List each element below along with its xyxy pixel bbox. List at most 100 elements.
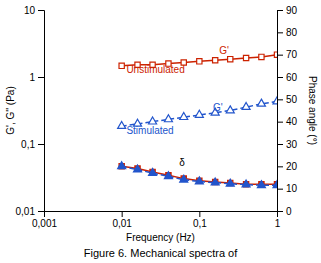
tick-mark bbox=[277, 10, 283, 11]
tick-label: 0,01 bbox=[112, 218, 132, 229]
tick-label: 0 bbox=[286, 206, 292, 217]
marker bbox=[195, 177, 203, 184]
tick: 0,1 bbox=[21, 139, 44, 150]
series bbox=[118, 97, 277, 129]
tick-mark bbox=[277, 144, 283, 145]
tick: 50 bbox=[277, 94, 298, 105]
marker bbox=[228, 56, 233, 61]
series bbox=[119, 164, 277, 187]
marker bbox=[226, 179, 234, 186]
marker bbox=[164, 172, 172, 179]
marker bbox=[259, 54, 264, 59]
tick-label: 1 bbox=[275, 218, 281, 229]
marks bbox=[118, 52, 277, 188]
marker bbox=[118, 162, 126, 169]
tick: 90 bbox=[277, 5, 298, 16]
tick-mark bbox=[277, 122, 283, 123]
tick-label: 10 bbox=[286, 183, 298, 194]
marker bbox=[211, 178, 219, 185]
tick: 30 bbox=[277, 139, 298, 150]
tick-label: 70 bbox=[286, 49, 298, 60]
axis-line bbox=[45, 212, 278, 218]
y2-axis: 0 10 20 30 40 50 60 70 80 90 bbox=[277, 5, 298, 217]
tick-label: 0,001 bbox=[32, 218, 57, 229]
marker bbox=[273, 181, 277, 188]
marker bbox=[242, 180, 250, 187]
tick: 0,001 bbox=[32, 211, 57, 229]
tick-label: 0,1 bbox=[193, 218, 207, 229]
chart: 0,0010,010,110,010,111001020304050607080… bbox=[0, 0, 321, 263]
tick: 0,1 bbox=[193, 211, 207, 229]
marker bbox=[226, 106, 234, 113]
marker bbox=[118, 121, 126, 128]
tick: 10 bbox=[24, 5, 44, 16]
tick: 0,01 bbox=[112, 211, 132, 229]
axis-line bbox=[278, 11, 284, 212]
tick-label: 20 bbox=[286, 161, 298, 172]
y-axis-title: G', G'' (Pa) bbox=[5, 86, 16, 135]
tick: 70 bbox=[277, 49, 298, 60]
marker bbox=[195, 110, 203, 117]
marker bbox=[180, 175, 188, 182]
tick-mark bbox=[199, 211, 200, 217]
annotation: G' bbox=[213, 102, 223, 113]
tick-label: 0,01 bbox=[16, 206, 36, 217]
x-axis-title: Frequency (Hz) bbox=[126, 232, 195, 243]
tick-mark bbox=[38, 10, 44, 11]
marker bbox=[133, 165, 141, 172]
title: Figure 6. Mechanical spectra of bbox=[84, 247, 238, 259]
plot: 0,0010,010,110,010,111001020304050607080… bbox=[16, 5, 298, 229]
marker bbox=[273, 97, 277, 104]
tick: 20 bbox=[277, 161, 298, 172]
line bbox=[122, 166, 277, 185]
marker bbox=[274, 52, 277, 57]
tick-mark bbox=[38, 77, 44, 78]
tick-mark bbox=[38, 144, 44, 145]
tick-label: 0,1 bbox=[21, 139, 35, 150]
annotation: G' bbox=[219, 45, 229, 56]
annotation: Unstimulated bbox=[126, 64, 184, 75]
tick: 40 bbox=[277, 116, 298, 127]
x-axis: 0,001 0,01 0,1 1 bbox=[32, 211, 281, 229]
tick: 80 bbox=[277, 27, 298, 38]
tick: 1 bbox=[275, 211, 281, 229]
annotation: δ bbox=[179, 157, 185, 168]
marker bbox=[164, 115, 172, 122]
tick-label: 40 bbox=[286, 116, 298, 127]
tick-mark bbox=[277, 211, 283, 212]
marker bbox=[180, 113, 188, 120]
line bbox=[122, 166, 277, 184]
tick: 60 bbox=[277, 72, 298, 83]
tick-mark bbox=[277, 55, 283, 56]
axis-line bbox=[38, 11, 45, 212]
tick-mark bbox=[122, 211, 123, 217]
tick: 1 bbox=[29, 72, 44, 83]
tick: 0,01 bbox=[16, 206, 44, 217]
tick-label: 80 bbox=[286, 27, 298, 38]
tick-label: 90 bbox=[286, 5, 298, 16]
marker bbox=[149, 117, 157, 124]
tick-label: 60 bbox=[286, 72, 298, 83]
tick-label: 10 bbox=[24, 5, 36, 16]
tick-label: 30 bbox=[286, 139, 298, 150]
tick-label: 1 bbox=[29, 72, 35, 83]
tick-mark bbox=[277, 77, 283, 78]
tick-label: 50 bbox=[286, 94, 298, 105]
tick-mark bbox=[277, 189, 283, 190]
annotation: Stimulated bbox=[126, 125, 173, 136]
tick-mark bbox=[277, 99, 283, 100]
tick-mark bbox=[277, 166, 283, 167]
tick: 0 bbox=[277, 206, 292, 217]
line bbox=[122, 102, 277, 127]
y2-axis-title: Phase angle (°) bbox=[307, 76, 318, 145]
y-axis: 0,01 0,1 1 10 bbox=[16, 5, 45, 217]
marker bbox=[243, 55, 248, 60]
tick-mark bbox=[38, 211, 44, 212]
marker bbox=[213, 58, 218, 63]
marker bbox=[149, 168, 157, 175]
series bbox=[118, 162, 277, 188]
tick: 10 bbox=[277, 183, 298, 194]
marker bbox=[257, 181, 265, 188]
annotations: Unstimulated Stimulated G' G' δ bbox=[126, 45, 229, 168]
tick-mark bbox=[277, 32, 283, 33]
